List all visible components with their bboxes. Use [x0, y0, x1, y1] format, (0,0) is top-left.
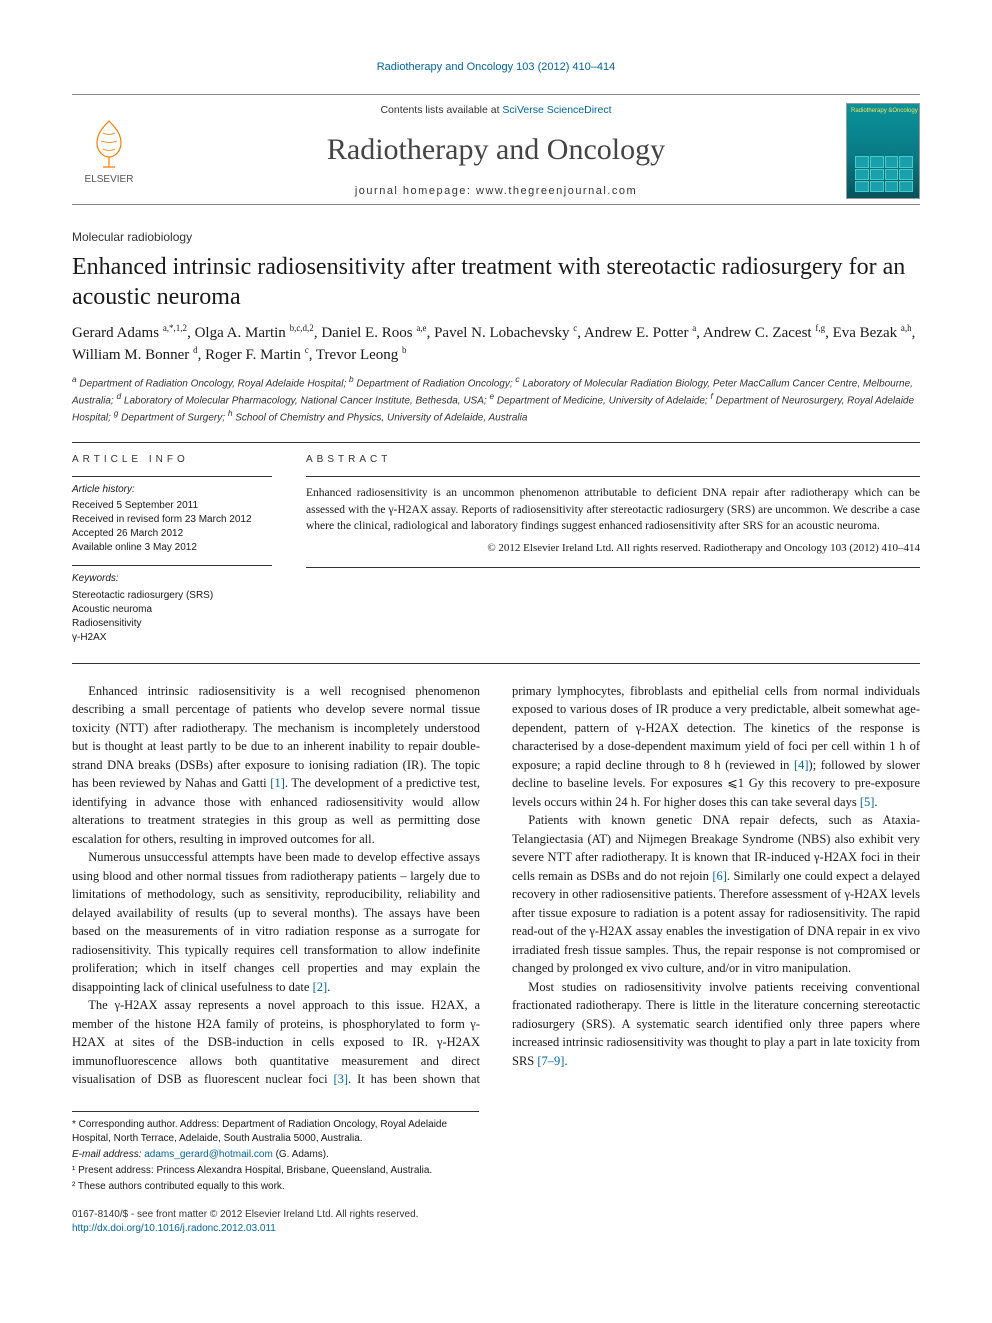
keyword: Acoustic neuroma — [72, 603, 272, 617]
authors-list: Gerard Adams a,*,1,2, Olga A. Martin b,c… — [72, 322, 920, 366]
history-revised: Received in revised form 23 March 2012 — [72, 513, 272, 527]
citation-link[interactable]: [6] — [712, 869, 727, 883]
article-info-block: ARTICLE INFO Article history: Received 5… — [72, 453, 272, 645]
journal-center: Contents lists available at SciVerse Sci… — [146, 103, 846, 200]
email-line: E-mail address: adams_gerard@hotmail.com… — [72, 1148, 479, 1162]
keywords-heading: Keywords: — [72, 572, 272, 587]
meta-row: ARTICLE INFO Article history: Received 5… — [72, 453, 920, 645]
footnotes: * Corresponding author. Address: Departm… — [72, 1111, 479, 1194]
footnote-2: ² These authors contributed equally to t… — [72, 1180, 479, 1194]
email-link[interactable]: adams_gerard@hotmail.com — [144, 1149, 273, 1160]
citation-link[interactable]: [2] — [313, 980, 328, 994]
body-para: Most studies on radiosensitivity involve… — [512, 978, 920, 1071]
abstract-block: ABSTRACT Enhanced radiosensitivity is an… — [306, 453, 920, 645]
citation-link[interactable]: [3] — [333, 1072, 348, 1086]
doi-link[interactable]: http://dx.doi.org/10.1016/j.radonc.2012.… — [72, 1223, 276, 1234]
article-body: Enhanced intrinsic radiosensitivity is a… — [72, 682, 920, 1089]
corresponding-author: * Corresponding author. Address: Departm… — [72, 1118, 479, 1146]
citation-link[interactable]: [4] — [794, 758, 809, 772]
abstract-copyright: © 2012 Elsevier Ireland Ltd. All rights … — [306, 541, 920, 557]
journal-homepage: journal homepage: www.thegreenjournal.co… — [158, 184, 834, 200]
footnote-1: ¹ Present address: Princess Alexandra Ho… — [72, 1164, 479, 1178]
email-label: E-mail address: — [72, 1149, 144, 1160]
keyword: Stereotactic radiosurgery (SRS) — [72, 589, 272, 603]
section-label: Molecular radiobiology — [72, 229, 920, 246]
abstract-text: Enhanced radiosensitivity is an uncommon… — [306, 485, 920, 535]
bottom-meta: 0167-8140/$ - see front matter © 2012 El… — [72, 1208, 920, 1236]
email-tail: (G. Adams). — [273, 1149, 329, 1160]
divider — [72, 442, 920, 443]
elsevier-logo[interactable]: ELSEVIER — [72, 115, 146, 188]
history-received: Received 5 September 2011 — [72, 499, 272, 513]
homepage-link[interactable]: www.thegreenjournal.com — [476, 185, 637, 197]
contents-line: Contents lists available at SciVerse Sci… — [158, 103, 834, 118]
homepage-label: journal homepage: — [355, 185, 476, 197]
journal-cover-thumbnail[interactable]: Radiotherapy &Oncology — [846, 103, 920, 199]
publisher-name: ELSEVIER — [85, 173, 134, 188]
contents-label: Contents lists available at — [380, 104, 502, 116]
citation-link[interactable]: [1] — [270, 776, 285, 790]
body-para: Patients with known genetic DNA repair d… — [512, 811, 920, 978]
sciencedirect-link[interactable]: SciVerse ScienceDirect — [502, 104, 611, 116]
keyword: γ-H2AX — [72, 631, 272, 645]
citation-link[interactable]: [7–9] — [537, 1054, 564, 1068]
journal-header: ELSEVIER Contents lists available at Sci… — [72, 94, 920, 205]
article-info-heading: ARTICLE INFO — [72, 453, 272, 468]
divider — [72, 663, 920, 664]
keywords-block: Keywords: Stereotactic radiosurgery (SRS… — [72, 565, 272, 645]
elsevier-tree-icon — [81, 115, 137, 171]
cover-grid-icon — [855, 156, 913, 192]
history-accepted: Accepted 26 March 2012 — [72, 527, 272, 541]
article-title: Enhanced intrinsic radiosensitivity afte… — [72, 252, 920, 312]
body-para: Numerous unsuccessful attempts have been… — [72, 848, 480, 996]
cover-title: Radiotherapy &Oncology — [851, 108, 918, 114]
body-para: Enhanced intrinsic radiosensitivity is a… — [72, 682, 480, 849]
journal-name: Radiotherapy and Oncology — [158, 128, 834, 172]
affiliations: a Department of Radiation Oncology, Roya… — [72, 374, 920, 424]
history-online: Available online 3 May 2012 — [72, 541, 272, 555]
citation-link[interactable]: [5] — [860, 795, 875, 809]
front-matter-line: 0167-8140/$ - see front matter © 2012 El… — [72, 1208, 920, 1222]
abstract-heading: ABSTRACT — [306, 453, 920, 468]
keyword: Radiosensitivity — [72, 617, 272, 631]
article-history-heading: Article history: — [72, 483, 272, 498]
top-citation: Radiotherapy and Oncology 103 (2012) 410… — [72, 60, 920, 76]
